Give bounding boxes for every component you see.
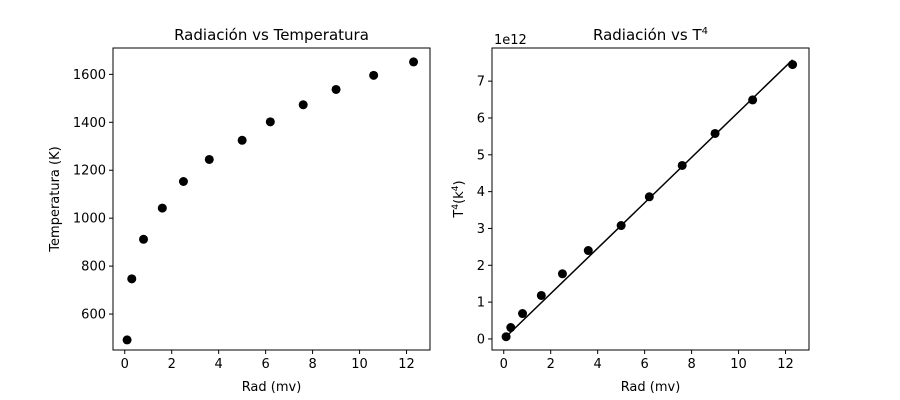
x-tick-label: 6	[640, 357, 648, 372]
y-axis-label-right-tail-sup: 4	[451, 185, 461, 191]
data-point	[644, 192, 654, 202]
data-point	[157, 203, 167, 213]
y-tick-label: 0	[477, 332, 485, 347]
data-point	[204, 154, 214, 164]
x-tick-label: 12	[398, 357, 415, 372]
x-tick-label: 10	[730, 357, 747, 372]
x-ticks-left: 0 2 4 6 8 10 12	[121, 350, 415, 372]
x-tick-label: 12	[777, 357, 794, 372]
y-ticks-right: 0 1 2 3 4 5 6 7	[477, 75, 492, 347]
x-tick-label: 0	[121, 357, 129, 372]
data-point	[409, 57, 419, 67]
data-point	[557, 269, 567, 279]
y-axis-label-right-sup: 4	[451, 204, 461, 210]
data-points-right	[501, 60, 798, 342]
y-tick-label: 2	[477, 259, 485, 274]
chart-title-left: Radiación vs Temperatura	[174, 26, 369, 44]
data-point	[616, 221, 626, 231]
x-tick-label: 10	[351, 357, 368, 372]
plot-frame-left	[112, 47, 431, 351]
y-axis-label-right-base: T	[452, 210, 467, 219]
data-point	[677, 160, 687, 170]
x-tick-label: 4	[215, 357, 223, 372]
data-point	[265, 117, 275, 127]
x-ticks-right: 0 2 4 6 8 10 12	[500, 350, 794, 372]
y-axis-label-right-tail: (k	[452, 191, 467, 204]
data-point	[331, 84, 341, 94]
chart-title-right-sup: 4	[702, 26, 708, 37]
x-tick-label: 0	[500, 357, 508, 372]
y-axis-label-right: T4(k4)	[451, 180, 467, 218]
data-point	[710, 128, 720, 138]
y-tick-label: 6	[477, 111, 485, 126]
chart-title-right-text: Radiación vs T	[593, 26, 702, 44]
offset-text-right: 1e12	[494, 33, 527, 48]
data-point	[583, 246, 593, 256]
y-tick-label: 1000	[73, 212, 106, 227]
data-point	[178, 177, 188, 187]
x-tick-label: 8	[687, 357, 695, 372]
chart-temperature: Radiación vs Temperatura Rad (mv) Temper…	[48, 26, 431, 395]
chart-title-right: Radiación vs T4	[593, 26, 708, 44]
x-tick-label: 6	[261, 357, 269, 372]
y-tick-label: 600	[81, 308, 106, 323]
plot-frame-right	[491, 47, 810, 351]
y-tick-label: 7	[477, 75, 485, 90]
y-tick-label: 1400	[73, 116, 106, 131]
x-tick-label: 2	[547, 357, 555, 372]
y-axis-label-right-end: )	[452, 180, 467, 185]
data-point	[139, 234, 149, 244]
data-point	[237, 135, 247, 145]
data-point	[506, 323, 516, 333]
x-tick-label: 8	[308, 357, 316, 372]
y-tick-label: 1200	[73, 164, 106, 179]
data-point	[788, 60, 798, 70]
x-axis-label-left: Rad (mv)	[242, 380, 302, 395]
x-tick-label: 4	[594, 357, 602, 372]
y-tick-label: 1	[477, 296, 485, 311]
data-point	[369, 70, 379, 80]
x-tick-label: 2	[168, 357, 176, 372]
data-point	[518, 309, 528, 319]
data-point	[298, 100, 308, 110]
data-point	[501, 332, 511, 342]
x-axis-label-right: Rad (mv)	[621, 380, 681, 395]
y-ticks-left: 600 800 1000 1200 1400 1600	[73, 68, 113, 323]
y-tick-label: 5	[477, 148, 485, 163]
data-point	[127, 274, 137, 284]
data-points-left	[122, 57, 419, 345]
y-axis-label-left: Temperatura (K)	[48, 146, 63, 252]
data-point	[748, 95, 758, 105]
y-tick-label: 1600	[73, 68, 106, 83]
data-point	[536, 290, 546, 300]
y-tick-label: 4	[477, 185, 485, 200]
y-tick-label: 800	[81, 260, 106, 275]
data-point	[122, 335, 132, 345]
y-tick-label: 3	[477, 222, 485, 237]
